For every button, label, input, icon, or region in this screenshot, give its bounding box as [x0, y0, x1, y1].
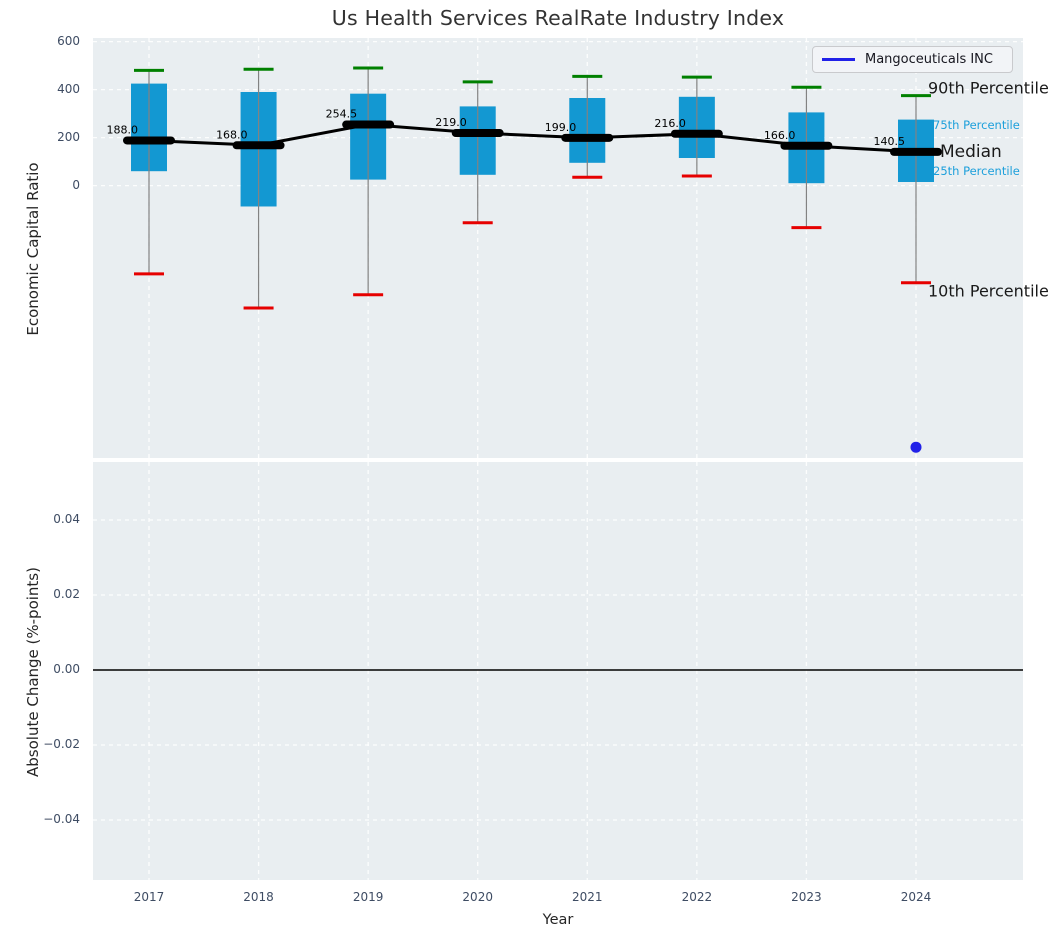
bottom-y-tick-0.00: 0.00	[0, 662, 80, 676]
chart-figure: Us Health Services RealRate Industry Ind…	[0, 0, 1062, 942]
legend-label: Mangoceuticals INC	[865, 52, 993, 67]
median-value-label-2018: 168.0	[216, 128, 248, 141]
x-tick-2021: 2021	[547, 890, 627, 904]
legend-line-sample	[822, 58, 855, 61]
annotation-75th-percentile: 75th Percentile	[933, 118, 1020, 132]
annotation-10th-percentile: 10th Percentile	[928, 282, 1049, 301]
bottom-plot-area	[93, 462, 1023, 880]
company-point-2024	[910, 442, 921, 453]
x-tick-2020: 2020	[438, 890, 518, 904]
bottom-y-tick-−0.04: −0.04	[0, 812, 80, 826]
annotation-median: Median	[940, 142, 1002, 162]
median-value-label-2020: 219.0	[435, 116, 467, 129]
bottom-y-tick-0.02: 0.02	[0, 587, 80, 601]
bottom-y-tick-0.04: 0.04	[0, 512, 80, 526]
top-plot-area: 188.0 168.0 254.5 219.0 199.0 216.0 166.0 140.5	[93, 38, 1023, 458]
bottom-y-tick-−0.02: −0.02	[0, 737, 80, 751]
top-y-tick-400: 400	[0, 82, 80, 96]
legend: Mangoceuticals INC	[812, 46, 1013, 73]
boxplot-canvas: 188.0 168.0 254.5 219.0 199.0 216.0 166.0 140.5	[93, 38, 1023, 458]
x-tick-2017: 2017	[109, 890, 189, 904]
top-y-tick-200: 200	[0, 130, 80, 144]
annotation-90th-percentile: 90th Percentile	[928, 79, 1049, 98]
x-tick-2018: 2018	[219, 890, 299, 904]
x-axis-label: Year	[93, 912, 1023, 928]
median-value-label-2022: 216.0	[654, 117, 686, 130]
top-y-axis-label: Economic Capital Ratio	[24, 129, 42, 369]
x-tick-2022: 2022	[657, 890, 737, 904]
x-tick-2019: 2019	[328, 890, 408, 904]
median-value-label-2023: 166.0	[764, 129, 796, 142]
x-tick-2024: 2024	[876, 890, 956, 904]
median-value-label-2021: 199.0	[545, 121, 577, 134]
annotation-25th-percentile: 25th Percentile	[933, 164, 1020, 178]
median-value-label-2024: 140.5	[873, 135, 905, 148]
x-tick-2023: 2023	[766, 890, 846, 904]
top-y-tick-600: 600	[0, 34, 80, 48]
median-value-label-2017: 188.0	[107, 123, 139, 136]
median-value-label-2019: 254.5	[326, 108, 358, 121]
top-y-tick-0: 0	[0, 178, 80, 192]
chart-title: Us Health Services RealRate Industry Ind…	[93, 6, 1023, 30]
change-plot-canvas	[93, 462, 1023, 880]
